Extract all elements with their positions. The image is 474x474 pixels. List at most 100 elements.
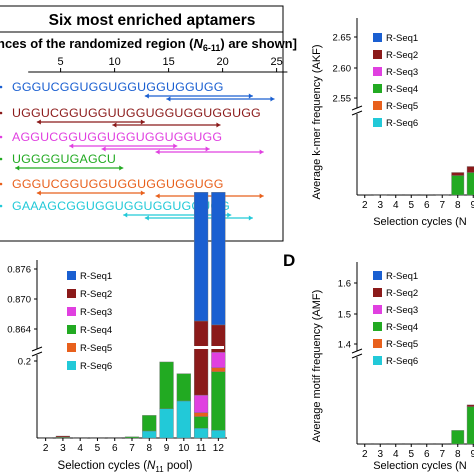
repeat-arrow-head-right [216,122,221,128]
repeat-arrow-head-right [119,165,124,171]
repeat-arrow-head-left [144,93,149,99]
sequence-bullet [0,111,3,115]
x-tick-label: 4 [393,449,399,460]
bar-r-seq4 [451,175,465,196]
legend-label: R-Seq2 [386,288,418,299]
x-axis-title-post: pool) [164,460,193,472]
x-tick-label: 9 [470,200,474,211]
legend-label: R-Seq1 [386,33,418,44]
repeat-arrow-head-right [248,215,253,221]
y-tick-label: 0.876 [7,265,31,276]
panel-d-amf-chart: D 1.6 1.5 1.4 2 3 4 5 6 7 8 9 R-Seq1 R-Seq2 R-Seq3 R-S… [283,251,474,472]
legend-swatch-r-seq4 [67,325,76,334]
sequence-bullet [0,85,3,89]
repeat-arrow-head-left [36,119,41,125]
sequence-r-seq4: UGGGGUGAGCU [12,152,116,166]
y-tick-label: 2.65 [333,33,352,44]
x-tick-label: 7 [439,200,445,211]
legend-swatch-r-seq1 [373,271,382,280]
x-tick-label: 2 [362,200,368,211]
x-tick-label: 3 [60,443,66,454]
sequence-r-seq3: AGGUCGGUGGUGGUGGUGGUGG [12,130,222,144]
legend-label: R-Seq3 [386,305,418,316]
legend-swatch-r-seq4 [373,322,382,331]
x-tick-label: 11 [196,443,207,454]
legend-swatch-r-seq6 [373,356,382,365]
ruler-tick-label: 25 [270,56,282,68]
ruler-tick-label: 15 [162,56,174,68]
repeat-arrow-head-left [144,215,149,221]
repeat-arrow-head-right [140,190,145,196]
y-tick-label: 0.2 [18,357,31,368]
sequence-r-seq5: GGGUCGGUGGUGGUGGUGGUGG [12,177,224,191]
x-tick-label: 12 [213,443,225,454]
x-tick-label: 5 [408,449,414,460]
sequence-r-seq6: GAAAGCGGUGGUGGUGGUGGUGG [12,199,230,213]
bar-r-seq4 [451,430,465,445]
x-tick-label: 6 [112,443,118,454]
bar-r-seq4 [211,371,226,431]
repeat-arrow-head-left [155,193,160,199]
bar-r-seq4 [142,415,157,432]
legend-swatch-r-seq5 [373,101,382,110]
x-tick-label: 4 [77,443,83,454]
x-tick-label: 9 [470,449,474,460]
x-axis-title-sub: 11 [155,465,164,474]
bar-r-seq2 [466,404,474,407]
legend-label: R-Seq5 [386,339,418,350]
bar-r-seq6 [142,430,157,439]
y-axis-title-text: Average k-mer frequency (AKF) [311,44,323,199]
legend-label: R-Seq2 [386,50,418,61]
legend-swatch-r-seq4 [373,84,382,93]
bar-r-seq4 [124,436,140,439]
legend-label: R-Seq4 [386,84,418,95]
legend-label: R-Seq5 [80,343,112,354]
legend-label: R-Seq6 [80,361,112,372]
y-tick-label: 2.60 [333,64,352,75]
panel-d-label: D [283,251,295,270]
legend-label: R-Seq3 [80,307,112,318]
x-tick-label: 8 [455,449,461,460]
panel-a-sequences: Six most enriched aptamers nces of the r… [0,5,297,242]
legend-label: R-Seq1 [386,271,418,282]
legend-label: R-Seq6 [386,356,418,367]
repeat-arrow-head-left [123,212,128,218]
x-tick-label: 4 [393,200,399,211]
legend-swatch-r-seq3 [67,307,76,316]
y-axis-title-text: Average motif frequency (AMF) [311,290,323,443]
sequence-bullet [0,182,3,186]
legend-label: R-Seq2 [80,289,112,300]
legend-swatch-r-seq3 [373,67,382,76]
x-tick-label: 3 [377,200,383,211]
x-tick-label: 10 [178,443,190,454]
repeat-arrow-head-left [112,122,117,128]
x-tick-label: 5 [408,200,414,211]
sequence-bullet [0,135,3,139]
sequence-list: GGGUCGGUGGUGGUGGUGGUGG UGGUCGGUGGUUGGUGGU… [0,80,275,221]
legend-label: R-Seq3 [386,67,418,78]
y-tick-label: 1.5 [338,310,351,321]
legend-swatch-r-seq2 [373,50,382,59]
x-tick-label: 7 [129,443,135,454]
y-tick-label: 1.4 [338,340,351,351]
repeat-arrow-head-right [248,93,253,99]
x-axis-title-pre: Selection cycles ( [58,460,148,472]
bar-r-seq2 [55,435,71,438]
bar-r-seq2 [466,166,474,173]
panel-a-frame [0,5,284,242]
legend-swatch-r-seq6 [67,361,76,370]
bar-r-seq3 [193,394,209,413]
y-tick-label: 2.55 [333,94,352,105]
repeat-arrow-head-right [227,212,232,218]
axis-break-mark [351,105,363,116]
legend-swatch-r-seq6 [373,118,382,127]
repeat-arrow-head-right [140,119,145,125]
x-axis-title: Selection cycles (N11 pool) [58,460,193,474]
bar-r-seq1 [193,192,209,322]
repeat-arrow-head-left [15,165,20,171]
x-axis-title: Selection cycles (N [373,460,467,472]
bar-r-seq6 [159,408,174,439]
legend-label: R-Seq4 [80,325,112,336]
ruler-tick-label: 20 [216,56,228,68]
